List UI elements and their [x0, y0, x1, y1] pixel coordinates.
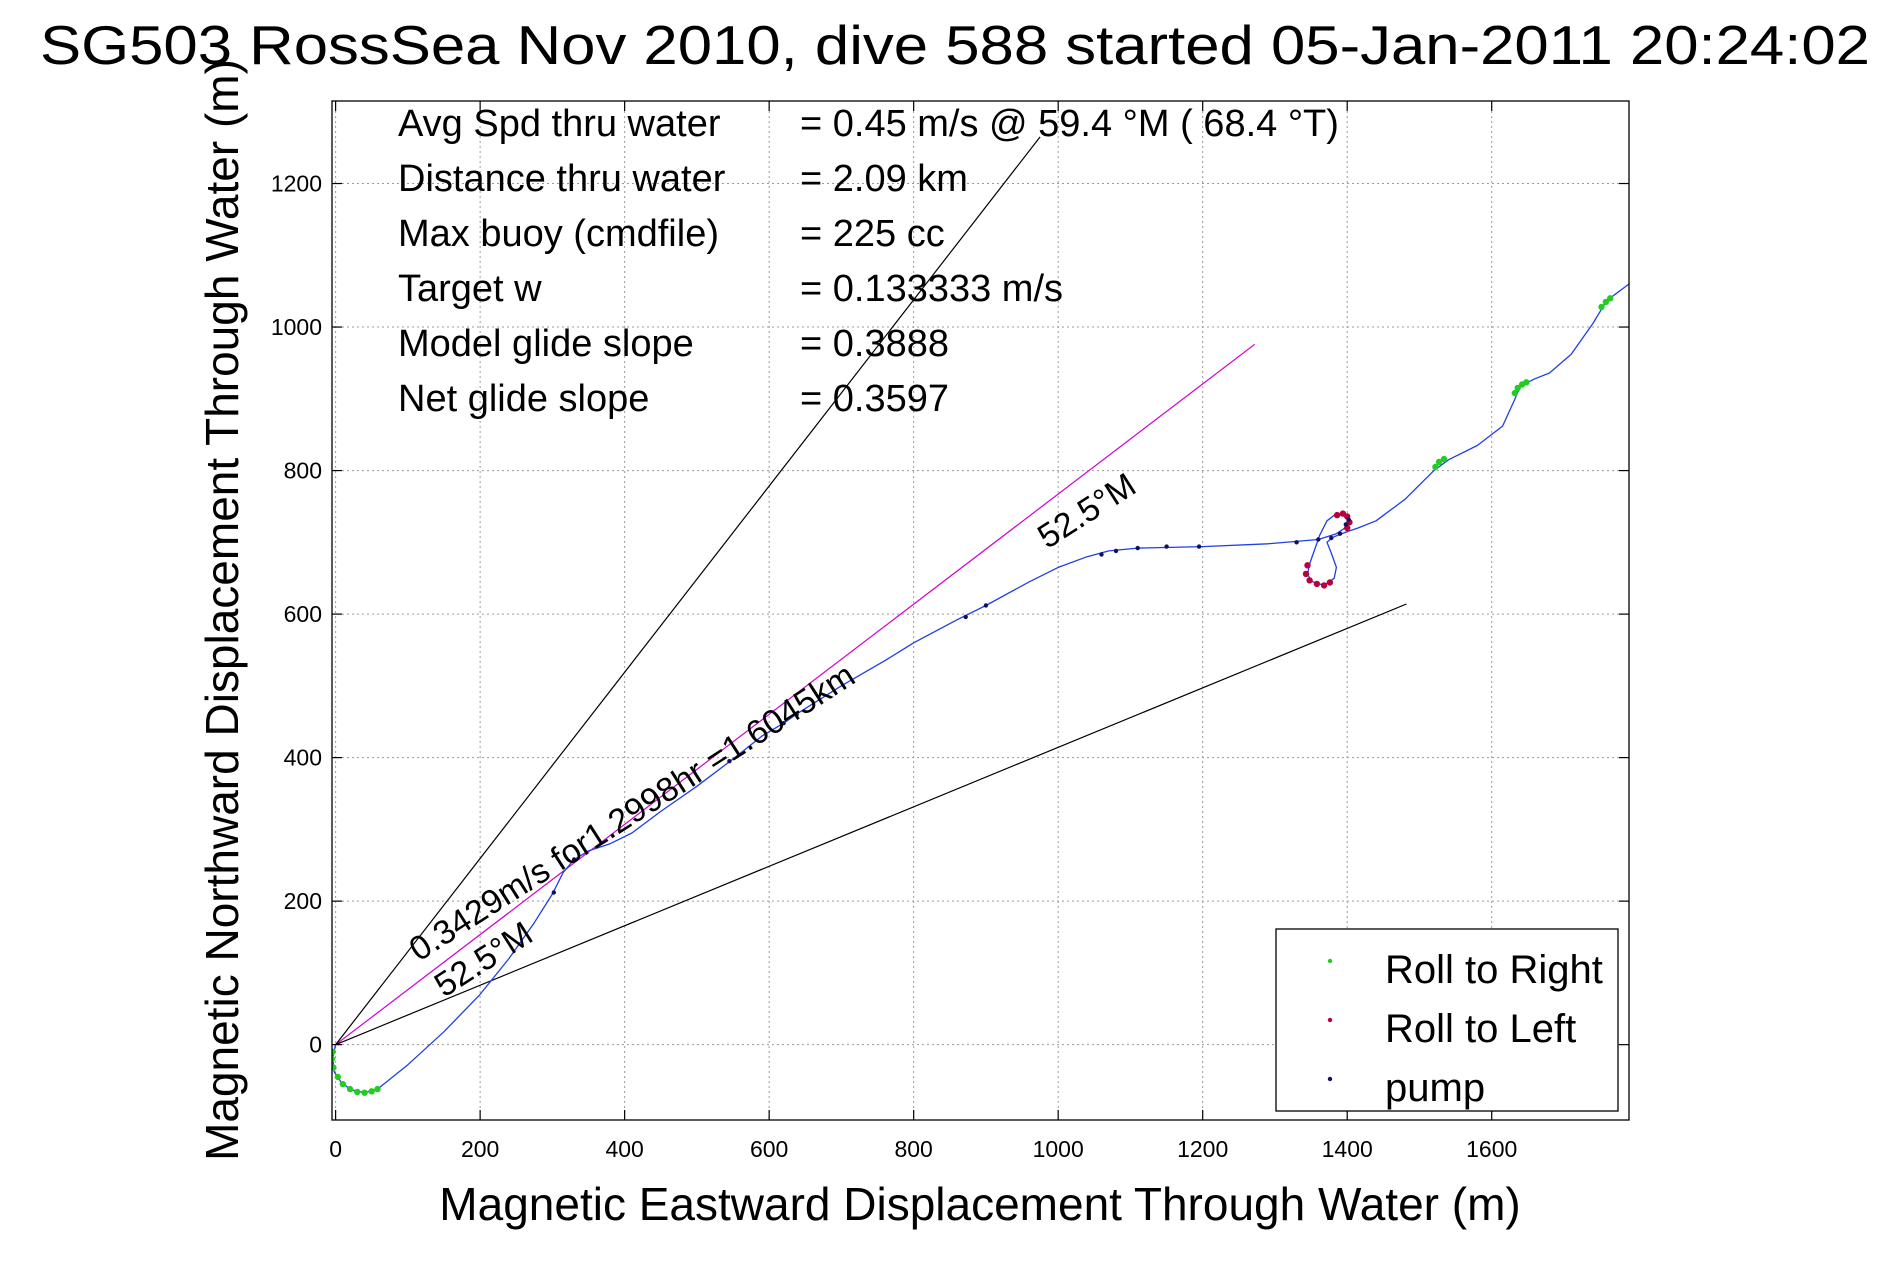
info-label: Model glide slope	[398, 323, 694, 365]
axis-ticks: 0 200 400 600 800 1000 1200 1400 1600 0 200 400 600 8…	[271, 101, 1629, 1162]
pump-point	[551, 890, 556, 895]
y-tick-label: 200	[284, 888, 322, 914]
legend-label-pump: pump	[1385, 1066, 1485, 1110]
x-tick-label: 1400	[1322, 1136, 1373, 1162]
roll-left-point	[1320, 582, 1328, 589]
y-tick-label: 600	[284, 601, 322, 627]
pump-point	[1329, 535, 1334, 541]
roll-right-point	[332, 1055, 336, 1063]
x-axis-label: Magnetic Eastward Displacement Through W…	[439, 1178, 1520, 1230]
y-tick-label: 400	[284, 745, 322, 771]
pump-point	[963, 614, 968, 620]
x-tick-label: 400	[605, 1136, 643, 1162]
roll-right-point	[339, 1080, 346, 1088]
legend-label-roll-left: Roll to Left	[1385, 1007, 1576, 1051]
x-tick-label: 200	[461, 1136, 499, 1162]
roll-left-point	[1306, 577, 1313, 584]
reference-line	[335, 343, 1256, 1046]
pump-point	[1113, 548, 1119, 554]
y-tick-label: 1000	[271, 314, 322, 340]
info-label: Target w	[398, 268, 542, 310]
pump-point	[1294, 540, 1299, 545]
plot-frame	[331, 100, 1630, 1121]
info-text: Avg Spd thru water = 0.45 m/s @ 59.4 °M (…	[398, 103, 1339, 420]
x-tick-label: 1000	[1033, 1136, 1084, 1162]
roll-right-point	[1598, 303, 1605, 311]
roll-right-point	[1523, 379, 1530, 386]
info-value: = 0.3888	[800, 323, 949, 365]
info-label: Avg Spd thru water	[398, 103, 721, 145]
pump-point	[1196, 544, 1202, 549]
roll-right-point	[332, 1048, 336, 1055]
markers	[332, 295, 1614, 1096]
roll-right-point	[1607, 295, 1614, 302]
legend-marker-roll-left	[1327, 1017, 1333, 1023]
x-tick-label: 0	[329, 1136, 342, 1162]
legend-label-roll-right: Roll to Right	[1385, 948, 1603, 992]
x-tick-label: 1200	[1177, 1136, 1228, 1162]
roll-left-point	[1304, 562, 1311, 569]
info-value: = 0.3597	[800, 378, 949, 420]
roll-right-point	[1435, 458, 1443, 466]
pump-point	[1316, 537, 1321, 542]
info-value: = 0.133333 m/s	[800, 268, 1063, 310]
info-label: Distance thru water	[398, 158, 726, 200]
pump-point	[983, 603, 989, 608]
info-value: = 2.09 km	[800, 158, 968, 200]
info-value: = 225 cc	[800, 213, 945, 255]
pump-point	[1343, 522, 1349, 527]
roll-left-point	[1333, 511, 1341, 519]
pump-point	[571, 857, 577, 862]
x-tick-label: 600	[750, 1136, 788, 1162]
reference-line	[335, 136, 1041, 1046]
y-axis-label: Magnetic Northward Displacement Through …	[196, 59, 248, 1161]
roll-right-point	[334, 1073, 341, 1081]
info-label: Max buoy (cmdfile)	[398, 213, 719, 255]
roll-right-point	[346, 1085, 354, 1093]
pump-point	[1346, 517, 1351, 522]
roll-right-point	[374, 1085, 381, 1093]
x-tick-label: 800	[894, 1136, 932, 1162]
roll-right-point	[332, 1064, 337, 1071]
roll-right-point	[354, 1088, 361, 1096]
roll-right-point	[1602, 298, 1610, 306]
legend-marker-roll-right	[1327, 958, 1333, 964]
pump-point	[794, 712, 799, 717]
roll-right-point	[361, 1089, 368, 1096]
roll-right-point	[1432, 463, 1439, 471]
track-line	[332, 283, 1629, 1094]
y-tick-label: 1200	[271, 171, 322, 197]
reference-line	[335, 603, 1407, 1046]
pump-point	[781, 721, 786, 726]
chart-title: SG503 RossSea Nov 2010, dive 588 started…	[40, 14, 1870, 76]
reference-lines	[335, 136, 1407, 1046]
legend-marker-pump	[1327, 1076, 1333, 1082]
pump-point	[1164, 544, 1169, 549]
legend: Roll to Right Roll to Left pump	[1275, 928, 1619, 1112]
legend-box	[1275, 928, 1619, 1112]
y-tick-label: 800	[284, 458, 322, 484]
x-tick-label: 1600	[1466, 1136, 1517, 1162]
pump-point	[727, 759, 732, 764]
info-label: Net glide slope	[398, 378, 649, 420]
roll-right-point	[368, 1088, 375, 1095]
pump-point	[1099, 552, 1104, 557]
pump-point	[1135, 545, 1140, 551]
y-tick-label: 0	[309, 1032, 322, 1058]
roll-left-point	[1302, 570, 1310, 578]
pump-point	[1337, 531, 1343, 536]
roll-right-point	[1511, 389, 1519, 397]
roll-left-point	[1326, 579, 1334, 586]
roll-left-point	[1313, 580, 1321, 588]
roll-right-point	[1440, 455, 1448, 463]
track	[332, 283, 1629, 1094]
roll-right-point	[1514, 384, 1521, 392]
info-value: = 0.45 m/s @ 59.4 °M ( 68.4 °T)	[800, 103, 1339, 145]
